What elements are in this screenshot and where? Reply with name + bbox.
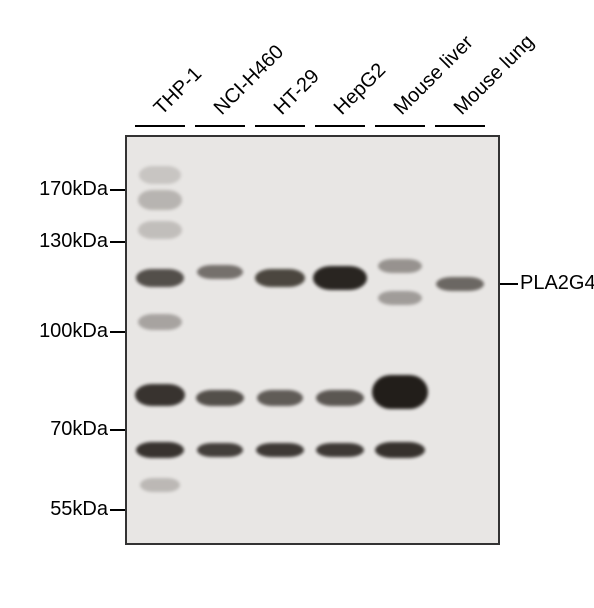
mw-marker-label: 170kDa (39, 178, 108, 201)
blot-band (196, 390, 244, 406)
lane-label: HT-29 (270, 65, 325, 120)
blot-band (256, 443, 304, 457)
blot-band (313, 266, 367, 290)
lane-underline (375, 125, 425, 127)
lane-underline (315, 125, 365, 127)
blot-band (135, 384, 185, 406)
blot-band (136, 442, 184, 458)
mw-marker-label: 100kDa (39, 320, 108, 343)
mw-marker-label: 130kDa (39, 230, 108, 253)
lane-underline (435, 125, 485, 127)
blot-band (139, 166, 181, 184)
blot-band (197, 443, 243, 457)
mw-marker-tick (110, 509, 125, 511)
blot-band (136, 269, 184, 287)
blot-band (372, 375, 428, 409)
blot-band (197, 265, 243, 279)
mw-marker-label: 70kDa (50, 418, 108, 441)
protein-label-tick (500, 283, 518, 285)
lane-underline (255, 125, 305, 127)
blot-band (316, 443, 364, 457)
lane-underline (135, 125, 185, 127)
blot-band (257, 390, 303, 406)
mw-marker-tick (110, 241, 125, 243)
mw-marker-tick (110, 189, 125, 191)
mw-marker-tick (110, 331, 125, 333)
mw-marker-label: 55kDa (50, 498, 108, 521)
blot-band (138, 314, 182, 330)
blot-band (138, 190, 182, 210)
lane-underline (195, 125, 245, 127)
blot-band (138, 221, 182, 239)
blot-band (378, 291, 422, 305)
blot-band (375, 442, 425, 458)
protein-name-label: PLA2G4A (520, 272, 594, 295)
blot-band (378, 259, 422, 273)
blot-band (255, 269, 305, 287)
lane-label: THP-1 (150, 63, 207, 120)
mw-marker-tick (110, 429, 125, 431)
blot-band (436, 277, 484, 291)
blot-band (316, 390, 364, 406)
lane-label: HepG2 (330, 59, 391, 120)
blot-band (140, 478, 180, 492)
